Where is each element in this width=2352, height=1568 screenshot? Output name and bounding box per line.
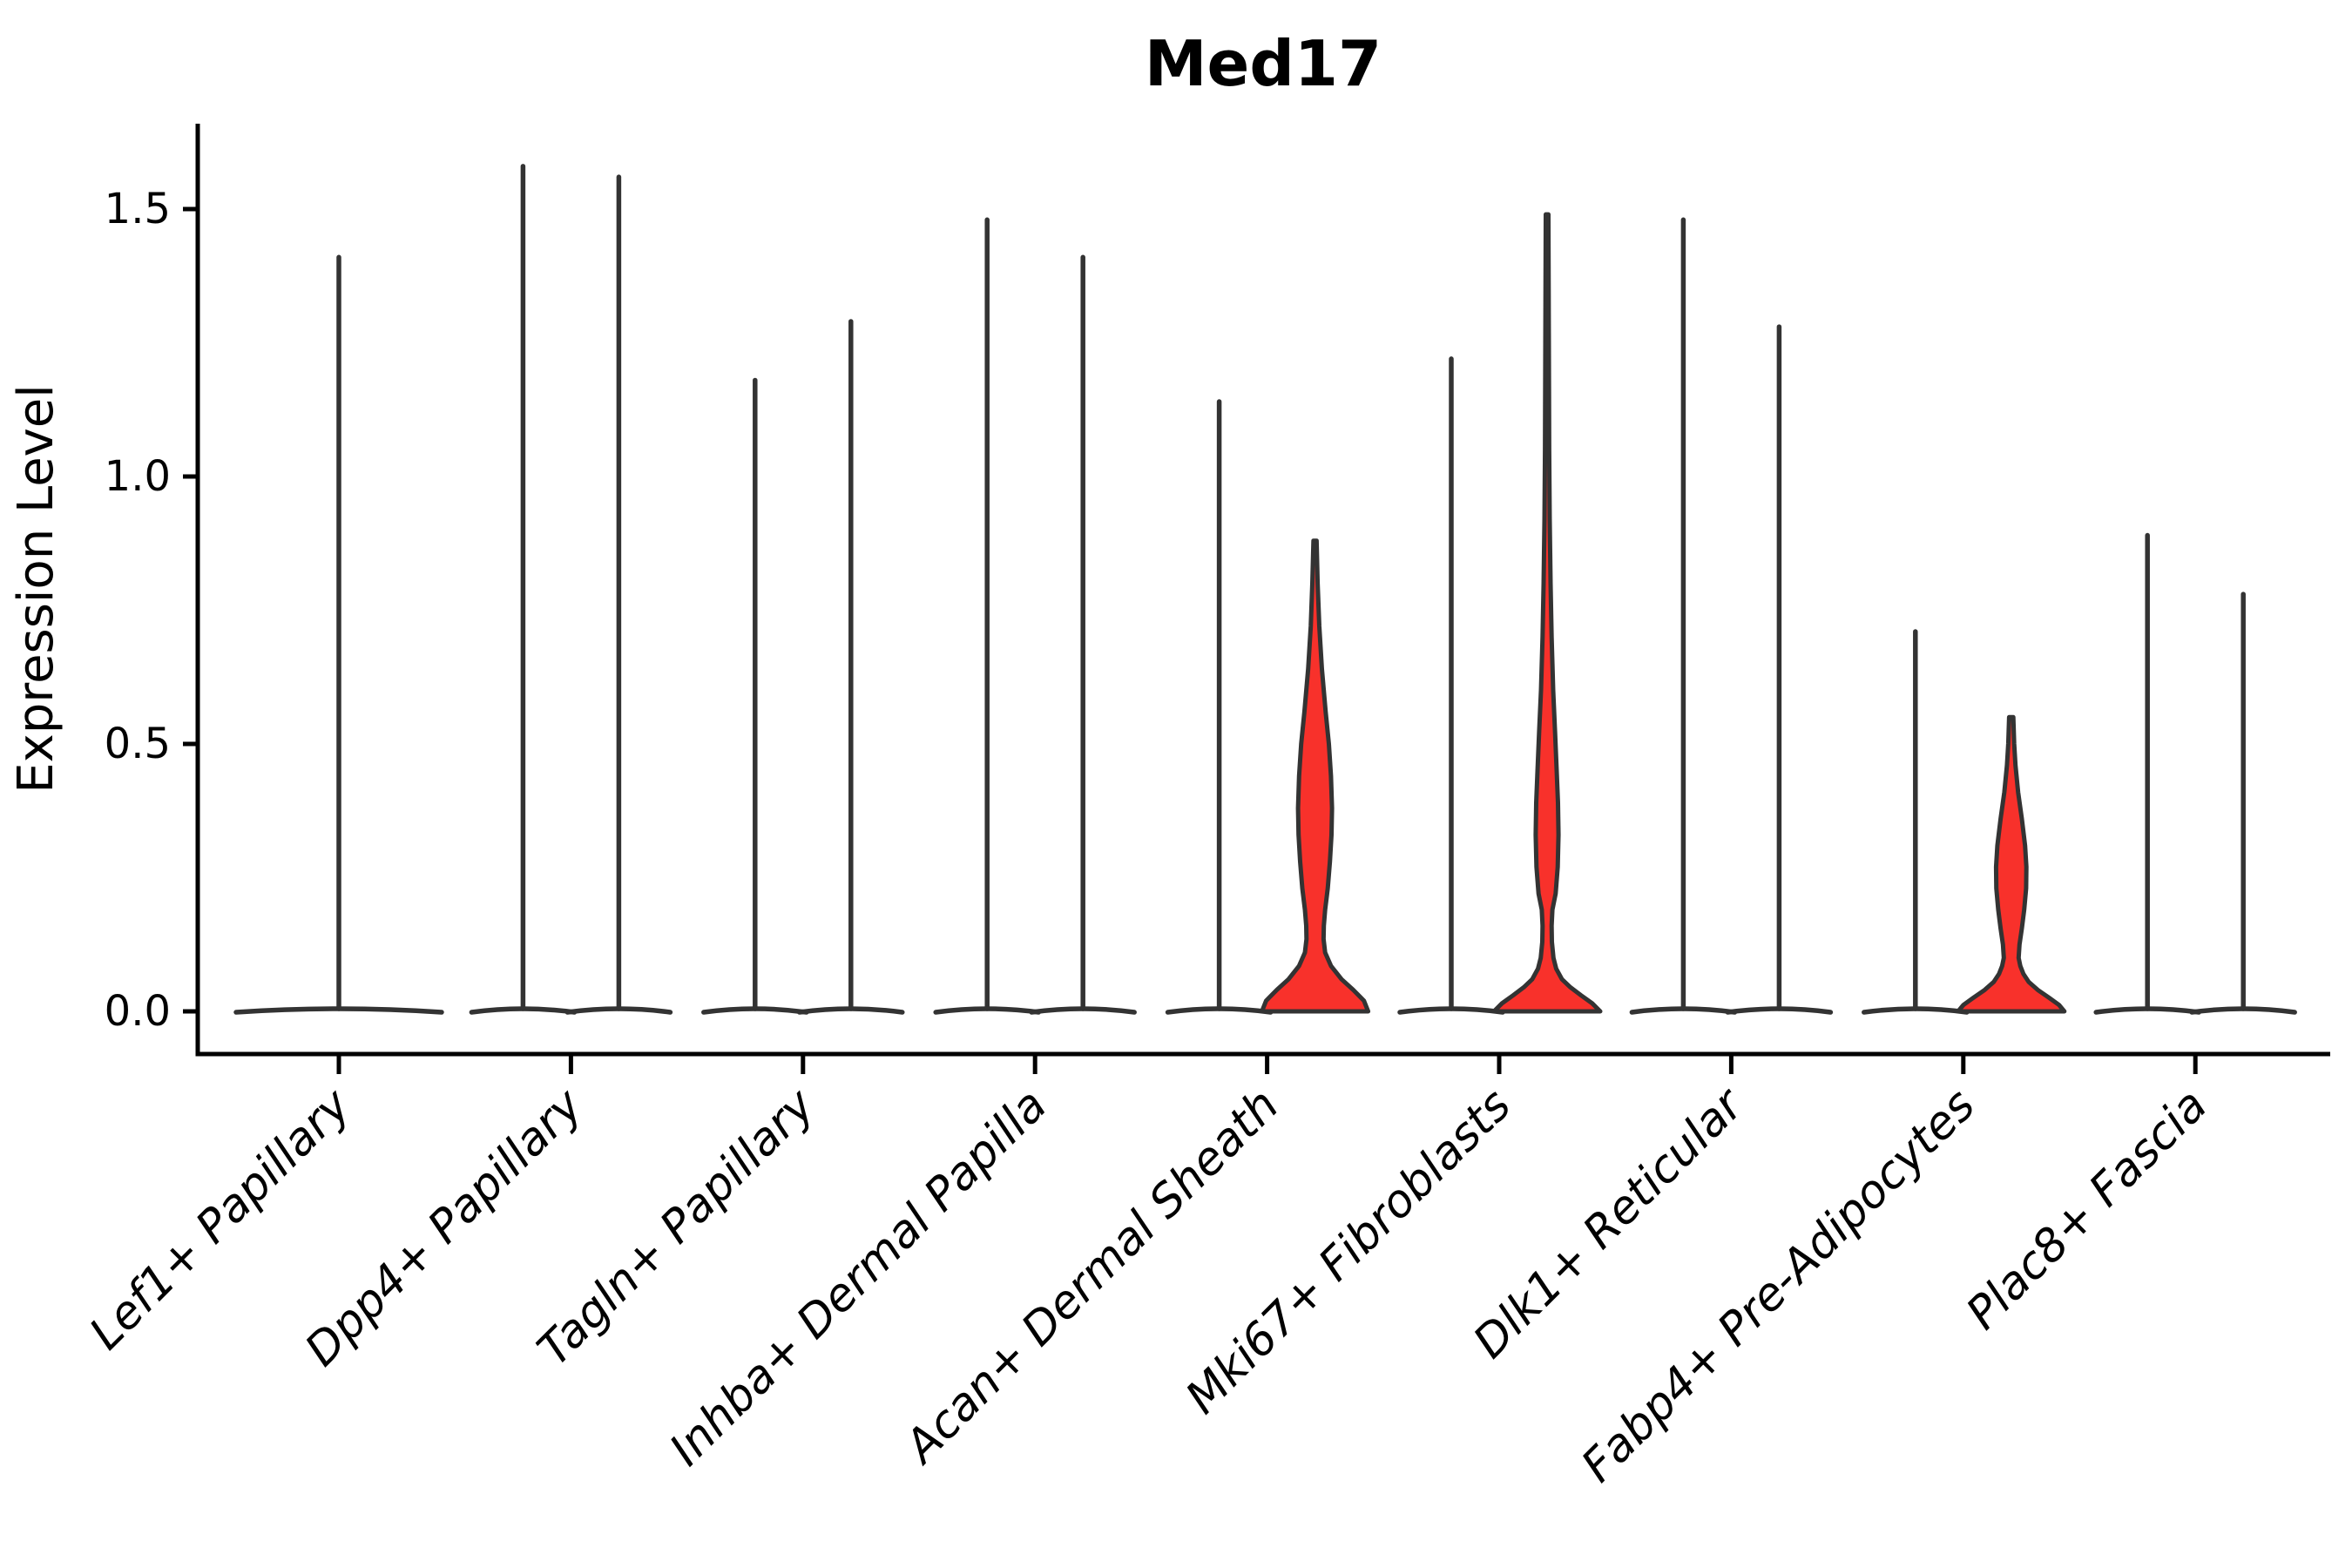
y-axis: 0.0 0.5 1.0 1.5: [105, 185, 198, 1036]
chart-title: Med17: [1145, 27, 1382, 100]
axis-spines: [195, 124, 2330, 1057]
y-tick-label: 0.0: [105, 987, 171, 1036]
violins-layer: [233, 164, 2297, 1015]
y-tick-label: 1.5: [105, 185, 171, 233]
violin-highlighted-mki67-fibroblasts: [1491, 212, 1603, 1014]
y-axis-label: Expression Level: [8, 384, 64, 794]
violin-highlighted-acan-dermal-sheath: [1260, 538, 1371, 1014]
violin-highlighted-fabp4-pre-adipocytes: [1956, 714, 2067, 1014]
y-tick-label: 1.0: [105, 452, 171, 501]
y-tick-label: 0.5: [105, 720, 171, 768]
